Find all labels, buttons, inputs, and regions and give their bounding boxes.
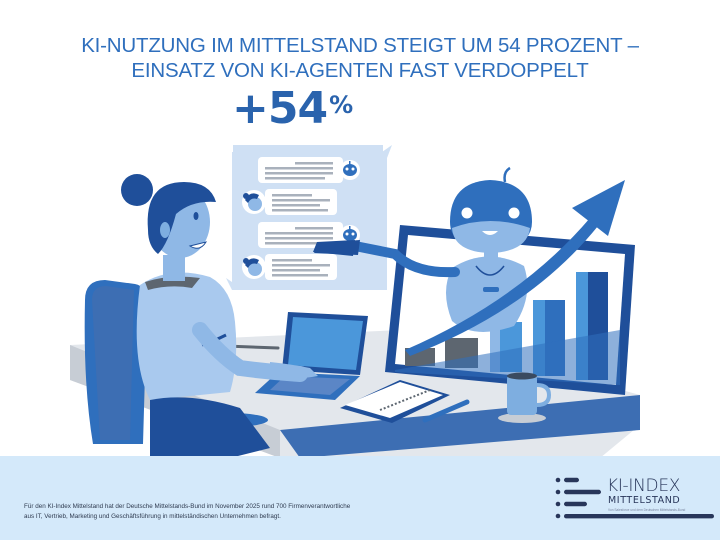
logo-baseline-bar bbox=[564, 513, 714, 519]
robot-hand bbox=[314, 240, 360, 255]
rising-arrow-graphic bbox=[405, 180, 625, 356]
robot bbox=[313, 166, 532, 332]
user-avatar-icon bbox=[242, 255, 266, 279]
headline-line-1: KI-NUTZUNG IM MITTELSTAND STEIGT UM 54 P… bbox=[81, 34, 639, 57]
logo-tagline: Von Salesforce und dem Deutschen Mittels… bbox=[608, 508, 686, 512]
footnote-line-1: Für den KI-Index Mittelstand hat der Deu… bbox=[24, 503, 351, 510]
bar-chart-graphic bbox=[395, 272, 620, 385]
robot-icon bbox=[340, 160, 360, 180]
survey-footnote: Für den KI-Index Mittelstand hat der Deu… bbox=[24, 502, 484, 521]
coffee-mug bbox=[498, 372, 552, 423]
stat-percentage: +54% bbox=[232, 83, 353, 134]
headline-line-2: EINSATZ VON KI-AGENTEN FAST VERDOPPELT bbox=[131, 59, 589, 82]
illustration bbox=[70, 145, 640, 458]
stat-underline bbox=[233, 145, 383, 152]
logo-bars-icon bbox=[555, 477, 601, 519]
laptop bbox=[255, 312, 368, 400]
user-avatar-icon bbox=[242, 190, 266, 214]
woman bbox=[121, 174, 318, 458]
stat-value: +54 bbox=[232, 83, 328, 134]
footnote-line-2: aus IT, Vertrieb, Marketing und Geschäft… bbox=[24, 512, 281, 520]
ki-index-logo: KI-INDEX MITTELSTAND Von Salesforce und … bbox=[555, 476, 715, 526]
logo-subtitle: MITTELSTAND bbox=[608, 495, 681, 506]
logo-title: KI-INDEX bbox=[607, 476, 681, 496]
notebook bbox=[340, 380, 470, 423]
headline: KI-NUTZUNG IM MITTELSTAND STEIGT UM 54 P… bbox=[0, 33, 720, 83]
stat-unit: % bbox=[329, 91, 353, 119]
footer: Für den KI-Index Mittelstand hat der Deu… bbox=[0, 456, 720, 540]
chat-panel bbox=[226, 145, 392, 290]
